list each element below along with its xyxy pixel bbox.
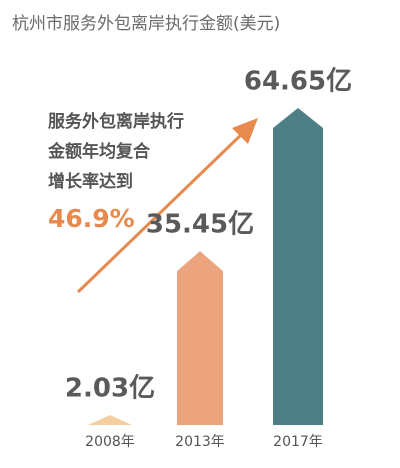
bar [177, 251, 223, 425]
bar [88, 415, 132, 425]
bar [273, 108, 323, 425]
value-label: 64.65亿 [244, 67, 352, 97]
arrow-line [76, 130, 246, 294]
arrow-head [232, 118, 258, 144]
chart-title: 杭州市服务外包离岸执行金额(美元) [12, 14, 280, 34]
value-label: 2.03亿 [65, 374, 155, 404]
annotation: 增长率达到 [48, 171, 133, 192]
x-tick-label: 2013年 [175, 434, 225, 450]
value-label: 35.45亿 [146, 210, 254, 240]
x-tick-label: 2017年 [273, 434, 323, 450]
trend-arrow [76, 118, 258, 294]
annotation: 服务外包离岸执行 [48, 111, 184, 132]
annotation: 金额年均复合 [47, 141, 151, 162]
x-tick-label: 2008年 [85, 434, 135, 450]
annotation-highlight: 46.9% [48, 204, 135, 233]
